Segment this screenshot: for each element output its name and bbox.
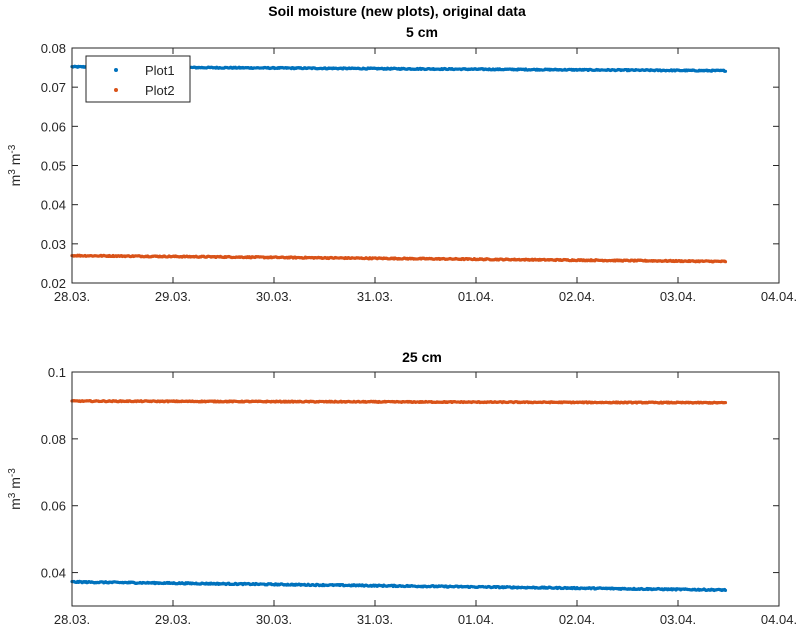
y-tick-label: 0.06 (41, 119, 66, 134)
series-plot2 (70, 398, 728, 405)
ylabel-exp1: 3 (7, 492, 18, 498)
ylabel-exp1: 3 (7, 169, 18, 175)
figure-title: Soil moisture (new plots), original data (268, 3, 526, 19)
ylabel-mid: m (7, 477, 23, 493)
x-tick-label: 29.03. (155, 612, 191, 627)
data-point (723, 69, 728, 73)
legend-box (85, 55, 191, 103)
y-tick-label: 0.04 (41, 566, 66, 581)
ylabel-base: m (7, 175, 23, 187)
x-tick-label: 04.04. (761, 289, 797, 304)
ylabel-base: m (7, 498, 23, 510)
x-tick-label: 03.04. (660, 289, 696, 304)
ylabel-mid: m (7, 154, 23, 170)
legend-marker-plot2 (114, 88, 118, 92)
y-tick-label: 0.08 (41, 432, 66, 447)
x-tick-label: 29.03. (155, 289, 191, 304)
panel-title: 25 cm (402, 349, 442, 365)
x-tick-label: 03.04. (660, 612, 696, 627)
y-tick-label: 0.06 (41, 499, 66, 514)
x-tick-label: 28.03. (54, 612, 90, 627)
ylabel-exp2: -3 (7, 468, 18, 477)
y-tick-label: 0.07 (41, 80, 66, 95)
x-tick-label: 28.03. (54, 289, 90, 304)
ticks-layer: 28.03. 29.03. 30.03. 31.03. 01.04. 02.04. 03.0… (41, 41, 797, 304)
data-point (723, 260, 728, 264)
ticks-layer: 28.03. 29.03. 30.03. 31.03. 01.04. 02.04. 03.0… (41, 365, 797, 627)
panel-25cm: 25 cm 28.03. 29.03. 30.03. 31.03. 01.04. 02.0… (7, 349, 797, 627)
x-tick-label: 02.04. (559, 289, 595, 304)
data-point (723, 588, 728, 593)
x-tick-label: 01.04. (458, 289, 494, 304)
legend-marker-plot1 (114, 68, 118, 72)
y-axis-label: m3 m-3 (7, 468, 23, 510)
y-tick-label: 0.02 (41, 276, 66, 291)
x-tick-label: 30.03. (256, 612, 292, 627)
y-tick-label: 0.08 (41, 41, 66, 56)
series-plot2 (70, 253, 728, 264)
legend-label-plot1: Plot1 (145, 63, 175, 78)
series-plot1 (70, 579, 728, 593)
ylabel-exp2: -3 (7, 144, 18, 153)
x-tick-label: 30.03. (256, 289, 292, 304)
data-point (723, 400, 728, 405)
panel-title: 5 cm (406, 24, 438, 40)
y-tick-label: 0.03 (41, 237, 66, 252)
y-tick-label: 0.05 (41, 159, 66, 174)
x-tick-label: 31.03. (357, 612, 393, 627)
x-tick-label: 01.04. (458, 612, 494, 627)
axes-box (71, 371, 780, 607)
x-tick-label: 04.04. (761, 612, 797, 627)
y-tick-label: 0.04 (41, 198, 66, 213)
y-axis-label: m3 m-3 (7, 144, 23, 186)
y-tick-label: 0.1 (48, 365, 66, 380)
legend-label-plot2: Plot2 (145, 83, 175, 98)
panel-5cm: 5 cm 28.03. 29.03. 30.03. 31.03. 01.04. 02.04… (7, 24, 797, 304)
x-tick-label: 31.03. (357, 289, 393, 304)
series-layer (70, 398, 728, 593)
x-tick-label: 02.04. (559, 612, 595, 627)
legend: Plot1 Plot2 (85, 55, 191, 103)
